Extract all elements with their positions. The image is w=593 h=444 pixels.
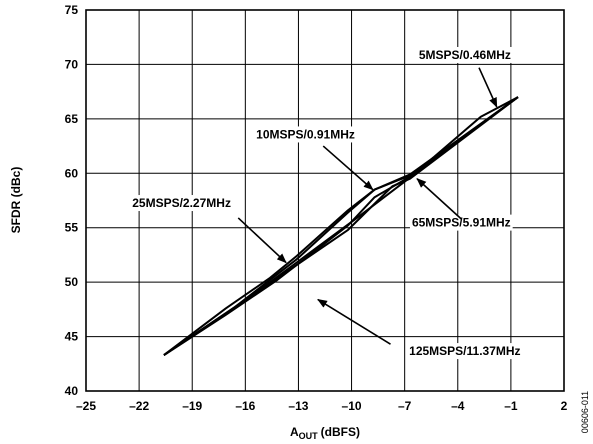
- annotation-arrow-4: [416, 178, 462, 220]
- x-tick-label: 2: [561, 399, 568, 413]
- y-tick-label: 60: [65, 166, 79, 180]
- annotation-arrow-2: [322, 145, 374, 191]
- annotation-label-1: 5MSPS/0.46MHz: [419, 48, 511, 62]
- x-tick-label: –4: [451, 399, 465, 413]
- x-tick-label: –1: [504, 399, 518, 413]
- annotation-label-bg: [254, 126, 357, 143]
- annotation-arrow-3: [237, 217, 287, 264]
- annotation-label-2: 10MSPS/0.91MHz: [256, 127, 355, 141]
- annotation-label-bg: [130, 195, 233, 212]
- series-line-5: [163, 96, 519, 356]
- y-tick-label: 65: [65, 112, 79, 126]
- grid-lines: [86, 10, 564, 391]
- y-tick-labels: 40 45 50 55 60 65 70 75: [65, 3, 79, 398]
- y-tick-label: 70: [65, 57, 79, 71]
- x-tick-label: –10: [342, 399, 362, 413]
- x-tick-label: –19: [182, 399, 202, 413]
- y-tick-label: 55: [65, 221, 79, 235]
- y-tick-label: 45: [65, 330, 79, 344]
- y-tick-label: 75: [65, 3, 79, 17]
- x-tick-label: –25: [76, 399, 96, 413]
- y-axis-label: SFDR (dBc): [9, 167, 23, 234]
- x-tick-label: –13: [288, 399, 308, 413]
- annotation-label-3: 25MSPS/2.27MHz: [132, 196, 231, 210]
- annotations: 5MSPS/0.46MHz 10MSPS/0.91MHz 25MSPS/2.27MH…: [130, 46, 523, 360]
- annotation-arrow-5: [317, 298, 391, 345]
- annotation-arrow-1: [478, 67, 498, 108]
- y-tick-label: 40: [65, 384, 79, 398]
- x-axis-label-unit: (dBFS): [321, 425, 360, 439]
- x-axis-label: AOUT (dBFS): [290, 425, 360, 441]
- figure-id: 00606-011: [580, 391, 590, 433]
- annotation-label-bg: [407, 343, 523, 360]
- series-lines: [163, 96, 519, 356]
- x-tick-label: –22: [129, 399, 149, 413]
- plot-frame: [85, 9, 565, 392]
- series-line-3: [163, 96, 519, 356]
- x-tick-labels: –25 –22 –19 –16 –13 –10 –7 –4 –1 2: [76, 399, 568, 413]
- series-line-4: [163, 96, 519, 356]
- annotation-label-4: 65MSPS/5.91MHz: [412, 216, 511, 230]
- y-tick-label: 50: [65, 275, 79, 289]
- annotation-label-5: 125MSPS/11.37MHz: [409, 344, 520, 358]
- x-axis-label-main: A: [290, 425, 299, 439]
- annotation-label-bg: [409, 214, 513, 231]
- x-tick-label: –7: [398, 399, 412, 413]
- x-axis-label-subscript: OUT: [299, 431, 319, 441]
- annotation-label-bg: [416, 46, 513, 63]
- x-tick-label: –16: [235, 399, 255, 413]
